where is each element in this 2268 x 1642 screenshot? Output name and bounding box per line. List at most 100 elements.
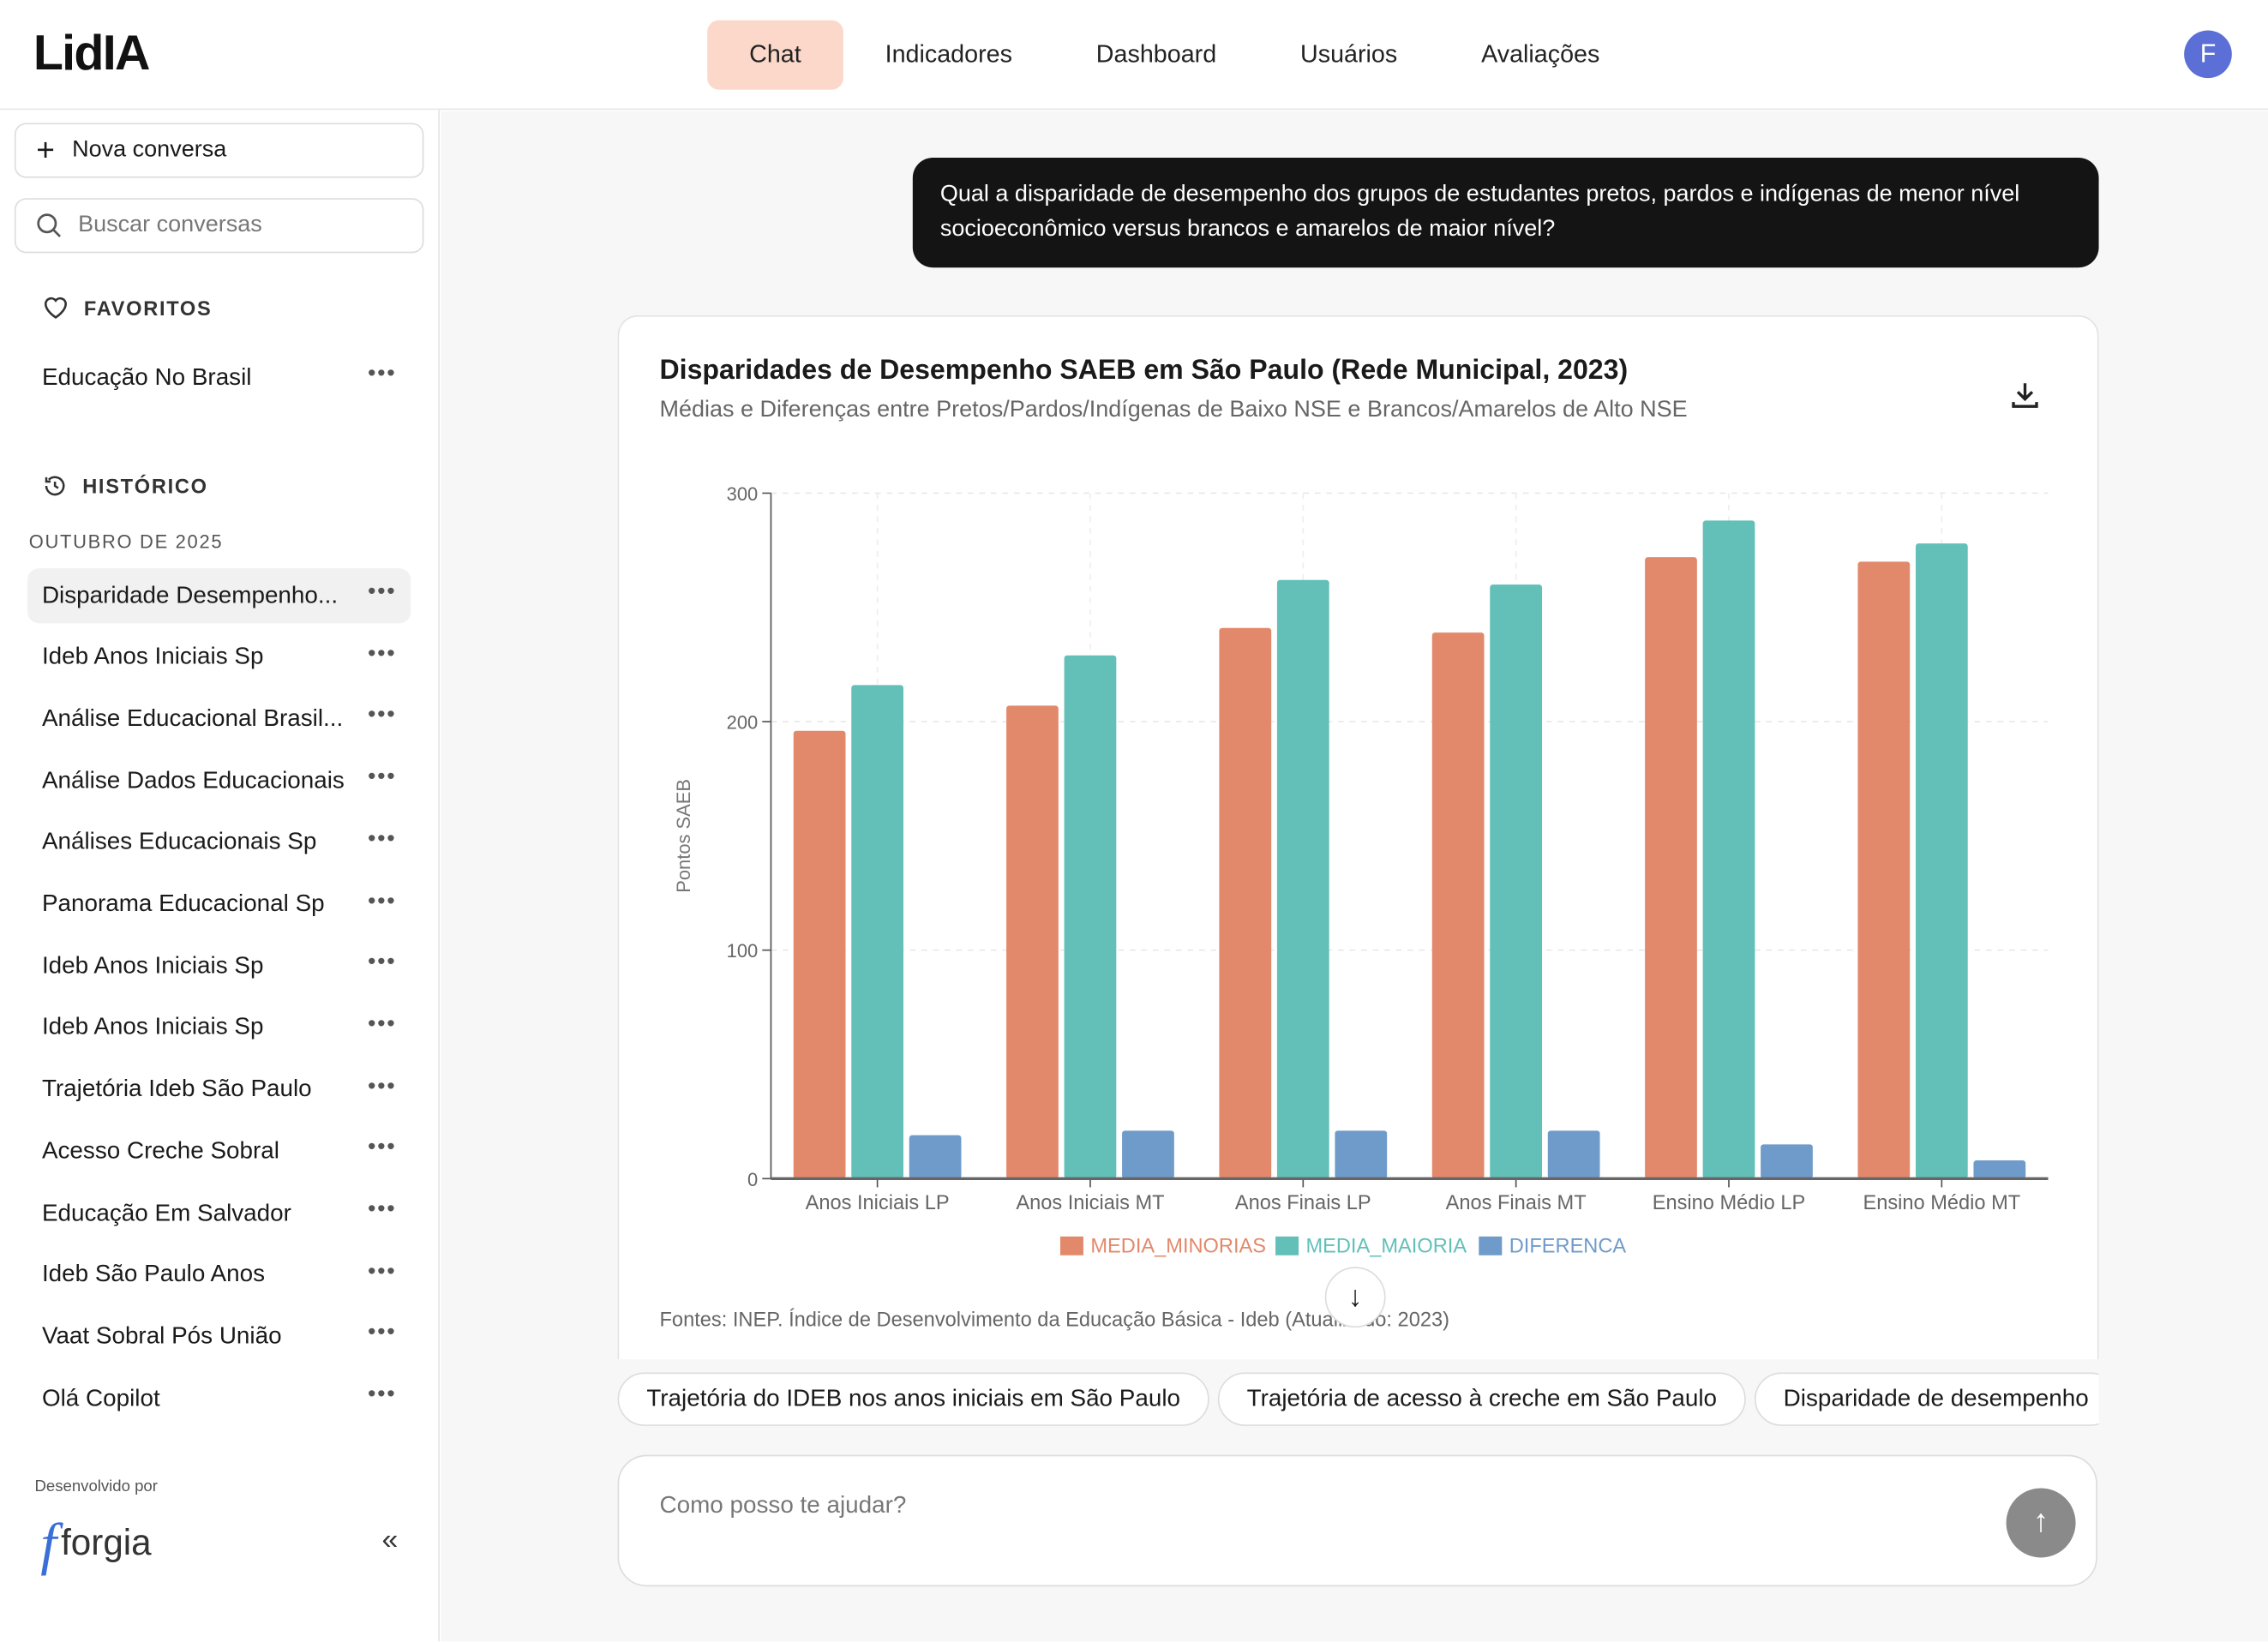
more-options-icon[interactable]: •••	[367, 1012, 397, 1037]
history-label: Ideb Anos Iniciais Sp	[41, 644, 264, 670]
bar-media_maioria[interactable]	[1702, 520, 1755, 1179]
history-item[interactable]: Análises Educacionais Sp •••	[27, 815, 411, 870]
collapse-sidebar-button[interactable]: «	[381, 1524, 399, 1556]
x-tick-label: Anos Finais LP	[1235, 1192, 1371, 1214]
history-label: Acesso Creche Sobral	[41, 1137, 279, 1165]
more-options-icon[interactable]: •••	[367, 703, 397, 728]
legend-swatch	[1275, 1236, 1299, 1255]
y-tick-label: 300	[727, 483, 759, 505]
bar-media_minorias[interactable]	[793, 730, 846, 1179]
x-tick-label: Ensino Médio LP	[1653, 1192, 1806, 1214]
bar-media_minorias[interactable]	[1645, 557, 1697, 1179]
developed-by-label: Desenvolvido por	[34, 1477, 158, 1495]
y-tick-label: 200	[727, 712, 759, 734]
bar-diferenca[interactable]	[1973, 1160, 2026, 1179]
more-options-icon[interactable]: •••	[367, 950, 397, 975]
history-label: Educação Em Salvador	[41, 1199, 291, 1226]
x-tick-label: Anos Finais MT	[1446, 1192, 1587, 1214]
chart-card: Disparidades de Desempenho SAEB em São P…	[617, 315, 2099, 1360]
bar-media_maioria[interactable]	[851, 685, 903, 1179]
forgia-logo: f forgia	[40, 1511, 152, 1577]
search-input[interactable]: Buscar conversas	[14, 198, 424, 254]
bar-media_maioria[interactable]	[1276, 579, 1329, 1179]
sidebar: + Nova conversa Buscar conversas FAVORITO…	[0, 110, 440, 1642]
x-tick-label: Anos Iniciais MT	[1016, 1192, 1164, 1214]
nav-usuarios[interactable]: Usuários	[1300, 40, 1398, 69]
bar-chart: 0 100 200 300 Anos Iniciais LP Anos Iniciais …	[673, 483, 2049, 1257]
bar-media_maioria[interactable]	[1064, 655, 1117, 1179]
more-options-icon[interactable]: •••	[367, 1136, 397, 1160]
more-options-icon[interactable]: •••	[367, 1074, 397, 1099]
nav-chat[interactable]: Chat	[707, 20, 843, 90]
history-item[interactable]: Olá Copilot •••	[27, 1371, 411, 1426]
app-logo[interactable]: LidIA	[33, 26, 151, 81]
x-tick-label: Ensino Médio MT	[1863, 1192, 2020, 1214]
new-chat-button[interactable]: + Nova conversa	[14, 123, 424, 178]
bar-diferenca[interactable]	[1335, 1130, 1388, 1179]
legend-label[interactable]: MEDIA_MAIORIA	[1305, 1235, 1467, 1257]
history-icon	[45, 476, 65, 496]
history-label: Trajetória Ideb São Paulo	[41, 1076, 312, 1103]
nav-indicadores[interactable]: Indicadores	[885, 40, 1012, 69]
more-options-icon[interactable]: •••	[367, 1197, 397, 1222]
bar-diferenca[interactable]	[909, 1135, 962, 1179]
more-options-icon[interactable]: •••	[367, 1382, 397, 1408]
y-tick-label: 100	[727, 940, 759, 962]
legend-label[interactable]: MEDIA_MINORIAS	[1090, 1235, 1266, 1257]
more-options-icon[interactable]: •••	[367, 888, 397, 914]
bar-media_maioria[interactable]	[1490, 584, 1543, 1179]
history-item[interactable]: Análise Educacional Brasil... •••	[27, 692, 411, 746]
history-item[interactable]: Ideb São Paulo Anos •••	[27, 1248, 411, 1303]
more-options-icon[interactable]: •••	[367, 826, 397, 852]
history-item[interactable]: Análise Dados Educacionais •••	[27, 753, 411, 808]
history-label: Ideb Anos Iniciais Sp	[41, 952, 264, 979]
send-button[interactable]: ↑	[2006, 1488, 2076, 1558]
more-options-icon[interactable]: •••	[367, 1259, 397, 1284]
bar-diferenca[interactable]	[1761, 1144, 1813, 1179]
favorite-label: Educação No Brasil	[41, 363, 252, 390]
suggestion-chip[interactable]: Disparidade de desempenho	[1754, 1372, 2099, 1426]
download-icon[interactable]	[2007, 377, 2043, 412]
bar-diferenca[interactable]	[1547, 1130, 1600, 1179]
bar-media_minorias[interactable]	[1431, 632, 1485, 1179]
favorite-item[interactable]: Educação No Brasil •••	[27, 350, 411, 405]
x-tick-label: Anos Iniciais LP	[806, 1192, 950, 1214]
bar-diferenca[interactable]	[1122, 1130, 1174, 1179]
history-item[interactable]: Educação Em Salvador •••	[27, 1186, 411, 1241]
history-item[interactable]: Disparidade Desempenho... •••	[27, 568, 411, 624]
user-avatar[interactable]: F	[2184, 30, 2232, 79]
user-message: Qual a disparidade de desempenho dos gru…	[912, 157, 2099, 268]
history-item[interactable]: Trajetória Ideb São Paulo •••	[27, 1063, 411, 1118]
bar-media_minorias[interactable]	[1219, 627, 1272, 1179]
suggestion-chip[interactable]: Trajetória do IDEB nos anos iniciais em …	[617, 1372, 1209, 1426]
history-item[interactable]: Ideb Anos Iniciais Sp •••	[27, 630, 411, 685]
more-options-icon[interactable]: •••	[367, 361, 397, 387]
bar-media_minorias[interactable]	[1006, 705, 1059, 1179]
new-chat-label: Nova conversa	[72, 137, 227, 162]
history-item[interactable]: Panorama Educacional Sp •••	[27, 877, 411, 932]
main-nav: Chat Indicadores Dashboard Usuários Aval…	[707, 20, 1641, 90]
brand-name: forgia	[61, 1522, 152, 1564]
history-item[interactable]: Vaat Sobral Pós União •••	[27, 1309, 411, 1364]
scroll-down-button[interactable]: ↓	[1324, 1267, 1386, 1328]
y-tick-label: 0	[747, 1169, 758, 1190]
bar-media_maioria[interactable]	[1915, 543, 1968, 1179]
legend-label[interactable]: DIFERENCA	[1509, 1235, 1627, 1257]
more-options-icon[interactable]: •••	[367, 1321, 397, 1346]
more-options-icon[interactable]: •••	[367, 764, 397, 790]
bar-media_minorias[interactable]	[1857, 561, 1911, 1179]
history-item[interactable]: Ideb Anos Iniciais Sp •••	[27, 939, 411, 994]
history-item[interactable]: Acesso Creche Sobral •••	[27, 1124, 411, 1179]
history-item[interactable]: Ideb Anos Iniciais Sp •••	[27, 1001, 411, 1056]
message-input[interactable]: Como posso te ajudar? ↑	[617, 1454, 2097, 1587]
history-heading: HISTÓRICO	[42, 473, 208, 499]
suggestion-chip[interactable]: Trajetória de acesso à creche em São Pau…	[1217, 1372, 1746, 1426]
more-options-icon[interactable]: •••	[367, 579, 397, 605]
source-note: Fontes: INEP. Índice de Desenvolvimento …	[659, 1307, 1449, 1331]
more-options-icon[interactable]: •••	[367, 641, 397, 667]
nav-dashboard[interactable]: Dashboard	[1095, 40, 1217, 69]
history-label: Análises Educacionais Sp	[41, 829, 317, 855]
search-placeholder: Buscar conversas	[78, 213, 262, 237]
y-axis-label: Pontos SAEB	[673, 779, 694, 893]
nav-avaliacoes[interactable]: Avaliações	[1481, 40, 1600, 69]
